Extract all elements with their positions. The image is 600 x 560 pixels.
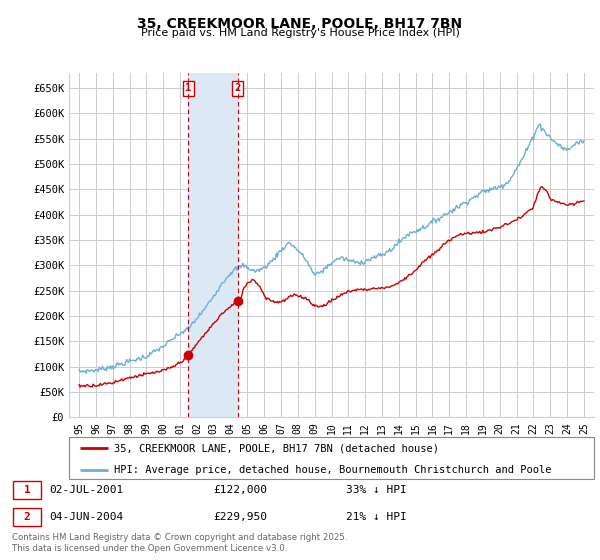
Text: £122,000: £122,000	[214, 486, 268, 496]
Text: 02-JUL-2001: 02-JUL-2001	[49, 486, 124, 496]
Text: 35, CREEKMOOR LANE, POOLE, BH17 7BN (detached house): 35, CREEKMOOR LANE, POOLE, BH17 7BN (det…	[113, 443, 439, 453]
Text: Price paid vs. HM Land Registry's House Price Index (HPI): Price paid vs. HM Land Registry's House …	[140, 28, 460, 38]
Text: Contains HM Land Registry data © Crown copyright and database right 2025.
This d: Contains HM Land Registry data © Crown c…	[12, 533, 347, 553]
Text: HPI: Average price, detached house, Bournemouth Christchurch and Poole: HPI: Average price, detached house, Bour…	[113, 465, 551, 474]
Text: £229,950: £229,950	[214, 512, 268, 522]
Bar	[188, 73, 238, 417]
Text: 1: 1	[23, 486, 31, 496]
Text: 2: 2	[23, 512, 31, 522]
Text: 04-JUN-2004: 04-JUN-2004	[49, 512, 124, 522]
Text: 21% ↓ HPI: 21% ↓ HPI	[346, 512, 407, 522]
Text: 2: 2	[235, 83, 241, 94]
FancyBboxPatch shape	[69, 437, 594, 479]
FancyBboxPatch shape	[13, 508, 41, 526]
Text: 1: 1	[185, 83, 191, 94]
Text: 33% ↓ HPI: 33% ↓ HPI	[346, 486, 407, 496]
Text: 35, CREEKMOOR LANE, POOLE, BH17 7BN: 35, CREEKMOOR LANE, POOLE, BH17 7BN	[137, 17, 463, 31]
FancyBboxPatch shape	[13, 482, 41, 500]
